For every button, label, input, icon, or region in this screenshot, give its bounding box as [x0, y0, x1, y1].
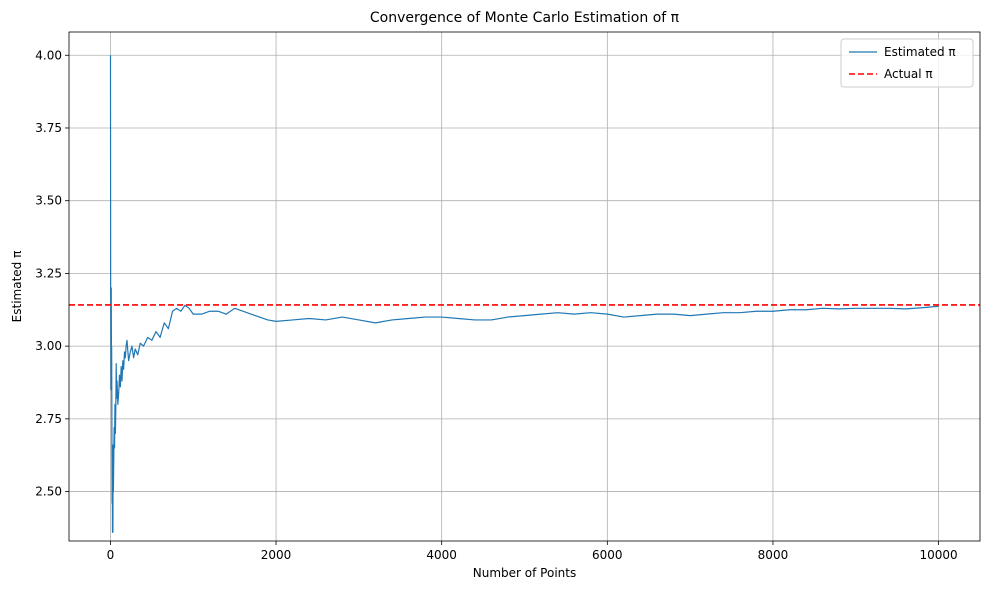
legend-label-estimated: Estimated π [884, 45, 956, 59]
y-axis-label: Estimated π [10, 251, 24, 323]
x-tick-label: 0 [107, 548, 115, 562]
legend-box [840, 38, 974, 88]
y-tick-label: 2.50 [35, 485, 62, 499]
legend-label-actual: Actual π [884, 67, 933, 81]
x-tick-label: 8000 [758, 548, 789, 562]
grid [69, 32, 980, 541]
x-tick-label: 2000 [261, 548, 292, 562]
y-tick-label: 3.00 [35, 339, 62, 353]
y-tick-label: 3.25 [35, 266, 62, 280]
x-tick-label: 6000 [592, 548, 623, 562]
x-tick-label: 10000 [919, 548, 957, 562]
y-tick-label: 2.75 [35, 412, 62, 426]
y-tick-label: 4.00 [35, 48, 62, 62]
x-tick-label: 4000 [426, 548, 457, 562]
axis-ticks: 0 2000 4000 6000 8000 10000 2.50 2.75 3.00 3.25 3.… [35, 48, 957, 562]
axes-frame [68, 31, 981, 542]
y-tick-label: 3.75 [35, 121, 62, 135]
legend: Estimated π Actual π [840, 38, 974, 88]
series-line-estimated [109, 55, 939, 533]
y-tick-label: 3.50 [35, 194, 62, 208]
x-axis-label: Number of Points [473, 566, 576, 580]
chart-title: Convergence of Monte Carlo Estimation of… [370, 10, 680, 26]
plot-area [69, 55, 980, 533]
